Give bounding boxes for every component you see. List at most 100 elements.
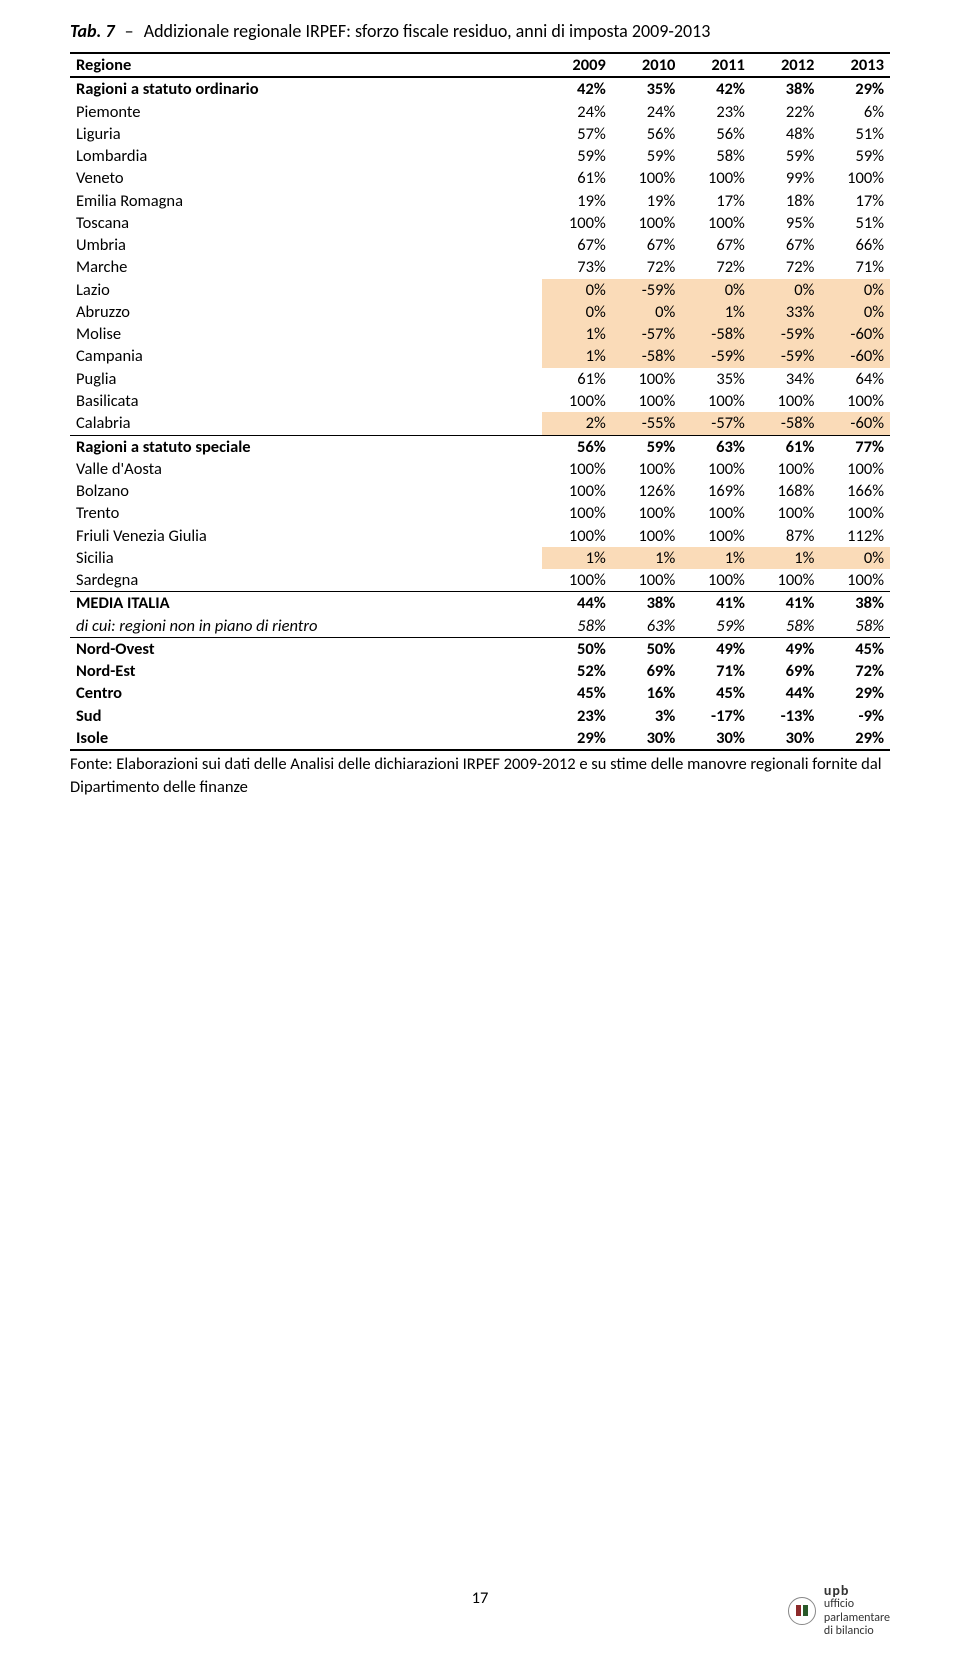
- cell-value: 166%: [820, 480, 890, 502]
- cell-value: 34%: [751, 368, 821, 390]
- cell-value: 23%: [681, 101, 751, 123]
- cell-value: 61%: [542, 167, 612, 189]
- cell-value: 100%: [681, 167, 751, 189]
- cell-value: 100%: [542, 390, 612, 412]
- cell-value: -60%: [820, 345, 890, 367]
- row-label: Puglia: [70, 368, 542, 390]
- row-label: Lombardia: [70, 145, 542, 167]
- row-label: Ragioni a statuto speciale: [70, 435, 542, 458]
- cell-value: 100%: [542, 569, 612, 592]
- cell-value: 17%: [820, 190, 890, 212]
- table-row: Marche73%72%72%72%71%: [70, 256, 890, 278]
- table-row: Lazio0%-59%0%0%0%: [70, 279, 890, 301]
- cell-value: 35%: [681, 368, 751, 390]
- cell-value: 100%: [542, 212, 612, 234]
- cell-value: 72%: [612, 256, 682, 278]
- cell-value: 126%: [612, 480, 682, 502]
- cell-value: -17%: [681, 705, 751, 727]
- cell-value: 0%: [612, 301, 682, 323]
- cell-value: 1%: [681, 301, 751, 323]
- cell-value: 100%: [681, 390, 751, 412]
- cell-value: 100%: [820, 390, 890, 412]
- cell-value: 59%: [542, 145, 612, 167]
- cell-value: 100%: [751, 390, 821, 412]
- cell-value: 61%: [751, 435, 821, 458]
- cell-value: 58%: [681, 145, 751, 167]
- cell-value: 100%: [612, 458, 682, 480]
- cell-value: 73%: [542, 256, 612, 278]
- cell-value: 29%: [820, 682, 890, 704]
- cell-value: 29%: [820, 727, 890, 750]
- cell-value: -60%: [820, 323, 890, 345]
- table-row: Centro45%16%45%44%29%: [70, 682, 890, 704]
- table-row: Ragioni a statuto ordinario42%35%42%38%2…: [70, 77, 890, 100]
- cell-value: -59%: [681, 345, 751, 367]
- cell-value: 112%: [820, 525, 890, 547]
- row-label: Campania: [70, 345, 542, 367]
- cell-value: 67%: [751, 234, 821, 256]
- column-header: 2013: [820, 53, 890, 77]
- cell-value: 24%: [612, 101, 682, 123]
- cell-value: 87%: [751, 525, 821, 547]
- row-label: Basilicata: [70, 390, 542, 412]
- cell-value: 100%: [542, 502, 612, 524]
- cell-value: 16%: [612, 682, 682, 704]
- cell-value: 77%: [820, 435, 890, 458]
- cell-value: 100%: [612, 167, 682, 189]
- cell-value: -55%: [612, 412, 682, 435]
- cell-value: 100%: [820, 458, 890, 480]
- cell-value: -60%: [820, 412, 890, 435]
- title-text: Addizionale regionale IRPEF: sforzo fisc…: [144, 20, 711, 42]
- table-row: Isole29%30%30%30%29%: [70, 727, 890, 750]
- cell-value: 71%: [820, 256, 890, 278]
- cell-value: 41%: [751, 592, 821, 615]
- cell-value: 3%: [612, 705, 682, 727]
- table-row: MEDIA ITALIA44%38%41%41%38%: [70, 592, 890, 615]
- column-header: 2009: [542, 53, 612, 77]
- cell-value: 0%: [820, 279, 890, 301]
- table-row: Abruzzo0%0%1%33%0%: [70, 301, 890, 323]
- cell-value: 100%: [612, 368, 682, 390]
- table-row: Puglia61%100%35%34%64%: [70, 368, 890, 390]
- cell-value: 17%: [681, 190, 751, 212]
- cell-value: 30%: [612, 727, 682, 750]
- cell-value: 67%: [612, 234, 682, 256]
- cell-value: 1%: [681, 547, 751, 569]
- cell-value: -57%: [612, 323, 682, 345]
- row-label: di cui: regioni non in piano di rientro: [70, 615, 542, 638]
- column-header: 2010: [612, 53, 682, 77]
- upb-logo-text: upb ufficio parlamentare di bilancio: [824, 1583, 890, 1638]
- cell-value: -59%: [751, 323, 821, 345]
- cell-value: 19%: [542, 190, 612, 212]
- cell-value: 42%: [681, 77, 751, 100]
- cell-value: 100%: [820, 167, 890, 189]
- cell-value: 100%: [612, 569, 682, 592]
- page: Tab. 7 – Addizionale regionale IRPEF: sf…: [0, 0, 960, 798]
- row-label: Nord-Ovest: [70, 637, 542, 660]
- cell-value: 56%: [612, 123, 682, 145]
- cell-value: -58%: [751, 412, 821, 435]
- cell-value: 42%: [542, 77, 612, 100]
- row-label: Veneto: [70, 167, 542, 189]
- cell-value: 2%: [542, 412, 612, 435]
- cell-value: 100%: [681, 502, 751, 524]
- cell-value: 59%: [612, 435, 682, 458]
- cell-value: 168%: [751, 480, 821, 502]
- cell-value: 100%: [612, 502, 682, 524]
- table-row: Sicilia1%1%1%1%0%: [70, 547, 890, 569]
- table-row: Piemonte24%24%23%22%6%: [70, 101, 890, 123]
- cell-value: 59%: [751, 145, 821, 167]
- cell-value: 72%: [681, 256, 751, 278]
- cell-value: 63%: [681, 435, 751, 458]
- title-dash: –: [119, 20, 140, 42]
- cell-value: 49%: [751, 637, 821, 660]
- upb-logo-icon: [788, 1597, 816, 1625]
- table-row: Toscana100%100%100%95%51%: [70, 212, 890, 234]
- cell-value: -58%: [612, 345, 682, 367]
- column-header: 2012: [751, 53, 821, 77]
- cell-value: 1%: [542, 547, 612, 569]
- cell-value: 44%: [542, 592, 612, 615]
- table-row: Emilia Romagna19%19%17%18%17%: [70, 190, 890, 212]
- cell-value: 72%: [751, 256, 821, 278]
- table-row: Nord-Est52%69%71%69%72%: [70, 660, 890, 682]
